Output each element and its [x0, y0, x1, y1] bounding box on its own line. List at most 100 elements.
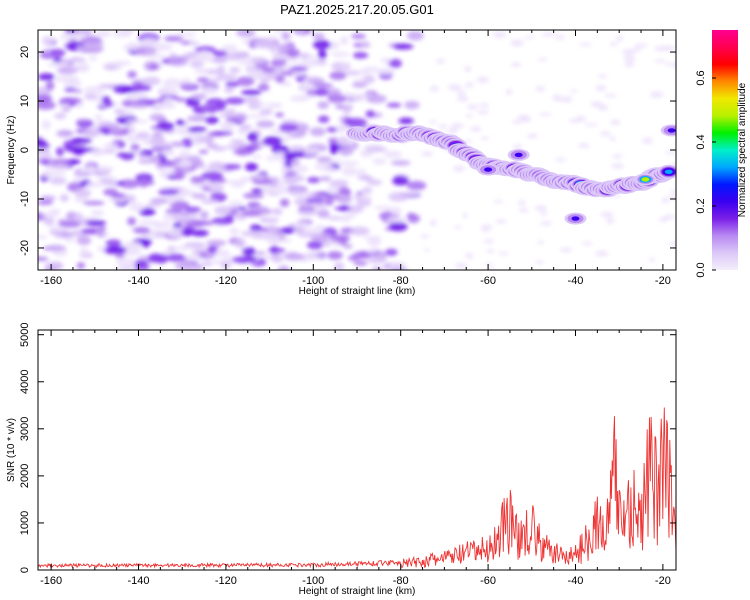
noise-blob — [193, 55, 216, 63]
noise-blob — [247, 68, 264, 75]
noise-blob — [116, 258, 136, 268]
noise-blob — [75, 45, 86, 50]
y-axis: -20 -10 0 10 20 Frequency (Hz) — [6, 46, 676, 256]
noise-blob — [250, 140, 265, 149]
noise-blob — [270, 245, 279, 255]
noise-blob — [312, 32, 325, 40]
noise-blob — [195, 136, 215, 143]
noise-blob — [339, 62, 351, 67]
noise-blob — [188, 40, 200, 47]
y-axis-label: Frequency (Hz) — [6, 116, 17, 185]
noise-blob — [623, 55, 636, 62]
noise-blob — [248, 103, 261, 110]
noise-blob — [127, 70, 137, 79]
noise-blob — [240, 176, 250, 183]
noise-blob — [179, 150, 191, 156]
noise-blob — [480, 136, 490, 141]
noise-blob — [537, 57, 548, 62]
noise-blob — [518, 199, 526, 206]
noise-blob — [361, 187, 373, 194]
noise-blob — [612, 154, 623, 159]
noise-blob — [615, 35, 623, 43]
spot-contour — [571, 216, 580, 221]
plot-frame — [37, 329, 677, 571]
noise-blob — [39, 51, 49, 59]
noise-blob — [147, 53, 167, 59]
noise-blob — [145, 203, 162, 208]
noise-blob — [598, 74, 608, 79]
noise-blob — [194, 46, 216, 53]
y-tick-label: -20 — [19, 240, 31, 256]
noise-blob — [330, 234, 351, 243]
noise-blob — [163, 212, 175, 222]
y-tick-label: 1000 — [19, 511, 31, 535]
noise-blob — [280, 227, 295, 235]
noise-blob — [84, 93, 97, 100]
noise-blob — [96, 228, 106, 238]
noise-blob — [327, 94, 346, 104]
y-tick-label: -10 — [19, 191, 31, 207]
noise-blob — [268, 186, 290, 195]
noise-blob — [524, 35, 535, 39]
noise-blob — [242, 247, 256, 257]
noise-blob — [281, 119, 299, 125]
noise-blob — [420, 234, 430, 239]
x-tick-label: -160 — [40, 275, 62, 287]
noise-blob — [342, 105, 352, 115]
noise-blob — [270, 58, 287, 68]
noise-blob — [187, 214, 199, 220]
y-tick-label: 5000 — [19, 322, 31, 346]
noise-blob — [149, 155, 162, 164]
noise-blob — [157, 188, 179, 196]
noise-blob — [287, 188, 307, 196]
noise-blob — [438, 123, 448, 129]
noise-blob — [541, 33, 552, 37]
noise-blob — [360, 40, 370, 49]
x-axis: -160 -140 -120 -100 -80 -60 -40 -20 Height of st… — [40, 30, 671, 297]
noise-blob — [492, 31, 507, 39]
noise-blob — [168, 56, 189, 67]
noise-blob — [83, 40, 105, 46]
colorbar-tick-label: 0.0 — [695, 262, 707, 277]
noise-blob — [38, 143, 50, 149]
noise-blob — [345, 204, 364, 214]
noise-blob — [196, 77, 209, 83]
noise-blob — [208, 161, 225, 171]
x-tick-label: -60 — [480, 575, 496, 587]
noise-blob — [72, 146, 85, 156]
noise-blob — [281, 64, 293, 70]
noise-blob — [554, 157, 567, 162]
x-tick-label: -140 — [127, 275, 149, 287]
noise-blob — [292, 69, 306, 77]
noise-blob — [555, 34, 565, 40]
noise-blob — [315, 88, 329, 97]
noise-blob — [44, 266, 56, 270]
noise-blob — [38, 200, 54, 206]
noise-blob — [355, 168, 367, 179]
noise-blob — [43, 216, 55, 226]
noise-blob — [233, 238, 247, 246]
x-tick-label: -140 — [127, 575, 149, 587]
noise-blob — [76, 262, 85, 270]
noise-blob — [239, 124, 252, 131]
noise-blob — [79, 168, 95, 175]
noise-blob — [61, 107, 71, 112]
noise-blob — [90, 148, 105, 157]
noise-blob — [247, 114, 266, 119]
noise-blob — [319, 176, 332, 182]
noise-blob — [272, 53, 290, 60]
noise-blob — [245, 162, 258, 172]
noise-blob — [352, 51, 369, 59]
noise-blob — [38, 152, 49, 158]
noise-blob — [83, 128, 100, 138]
noise-blob — [665, 150, 676, 155]
noise-blob — [257, 83, 270, 92]
noise-blob — [464, 65, 472, 73]
noise-blob — [259, 217, 280, 224]
noise-blob — [175, 32, 197, 37]
noise-blob — [470, 126, 482, 133]
noise-blob — [183, 241, 206, 248]
noise-blob — [476, 110, 490, 115]
noise-blob — [299, 203, 313, 210]
noise-blob — [181, 229, 193, 237]
